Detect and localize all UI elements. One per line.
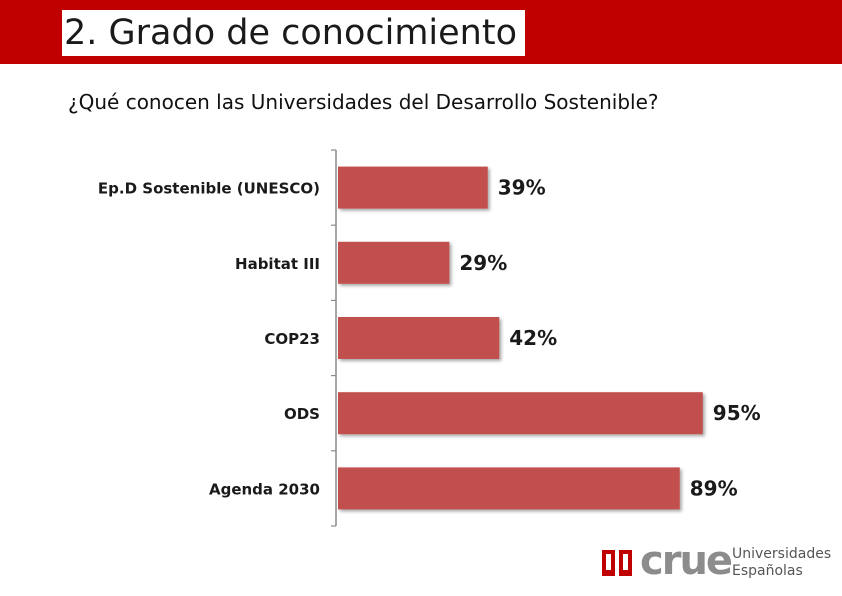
bar-4 — [338, 467, 680, 510]
bar-3 — [338, 392, 703, 435]
category-label-1: Habitat III — [235, 255, 320, 273]
value-label-3: 95% — [713, 401, 761, 425]
category-label-4: Agenda 2030 — [209, 480, 320, 498]
bar-2 — [338, 317, 500, 359]
value-label-4: 89% — [690, 476, 738, 500]
category-label-2: COP23 — [264, 330, 320, 348]
category-label-3: ODS — [284, 405, 320, 423]
value-label-2: 42% — [509, 326, 557, 350]
chart-question: ¿Qué conocen las Universidades del Desar… — [68, 90, 659, 114]
crue-logo-wordmark: crue — [640, 538, 733, 584]
crue-logo-line2: Españolas — [732, 563, 803, 579]
value-label-1: 29% — [459, 251, 507, 275]
value-label-0: 39% — [498, 176, 546, 200]
slide-title: 2. Grado de conocimiento — [62, 10, 526, 56]
bar-1 — [338, 241, 450, 284]
crue-logo: crue Universidades Españolas — [600, 538, 832, 584]
bar-0 — [338, 166, 488, 209]
crue-logo-line1: Universidades — [732, 546, 832, 562]
crue-logo-mark-icon — [602, 550, 632, 576]
category-label-0: Ep.D Sostenible (UNESCO) — [98, 180, 320, 198]
